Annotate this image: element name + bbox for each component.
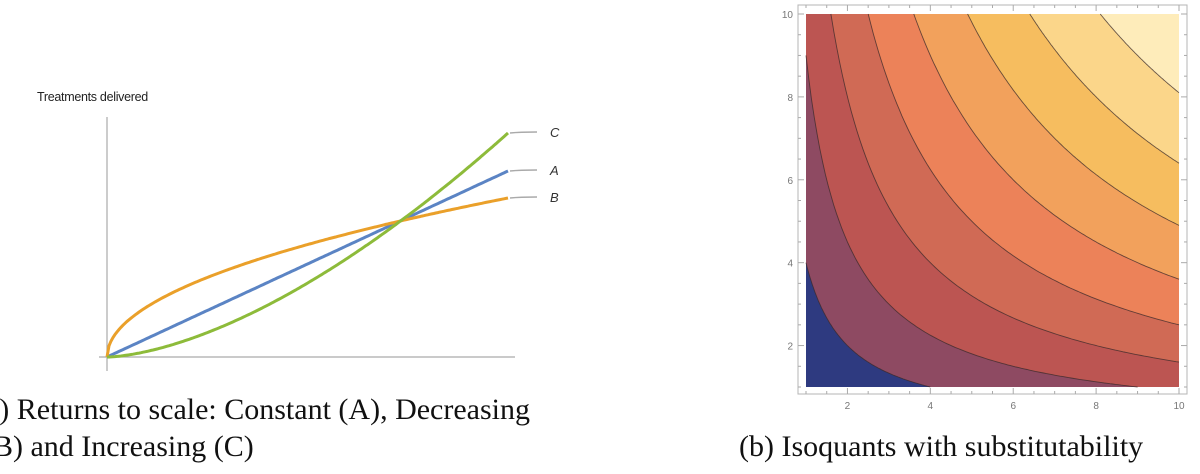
x-tick-label: 8 [1093,401,1099,412]
x-tick-label: 4 [928,401,934,412]
y-tick-label: 4 [787,259,793,270]
y-tick-label: 8 [787,93,793,104]
caption-a-line2: (B) and Increasing (C) [0,430,254,463]
series-line-A [106,169,509,359]
leader-line-C [509,131,538,134]
returns-to-scale-chart: Treatments delivered C AB [37,90,560,371]
contour-line-2 [805,262,931,388]
contour-band-8 [1100,14,1179,93]
contour-line-5 [867,13,1180,326]
contour-line-8 [1029,13,1180,164]
series-label-C: C [550,125,560,140]
series-label-A: A [549,163,559,178]
y-tick-label: 10 [782,10,794,21]
x-tick-label: 10 [1173,401,1185,412]
contour-line-7 [967,13,1180,226]
isoquant-contour-plot: 2 4 6 8 10 2 4 6 8 10 [782,4,1188,412]
contour-line-6 [913,13,1180,280]
contour-line-3 [805,55,1138,388]
y-axis-label: Treatments delivered [37,90,148,104]
series-line-C [107,131,510,359]
contour-line-4 [830,13,1180,363]
contour-line-9 [1099,13,1180,94]
x-tick-label: 2 [845,401,851,412]
caption-b: (b) Isoquants with substitutability [739,430,1144,463]
leader-line-A [509,169,538,172]
series-label-B: B [550,190,559,205]
leader-line-B [509,196,538,199]
y-tick-label: 6 [787,176,793,187]
y-tick-label: 2 [787,342,793,353]
x-tick-label: 6 [1010,401,1016,412]
series-line-B [105,196,509,358]
caption-a-line1: (a) Returns to scale: Constant (A), Decr… [0,393,530,426]
